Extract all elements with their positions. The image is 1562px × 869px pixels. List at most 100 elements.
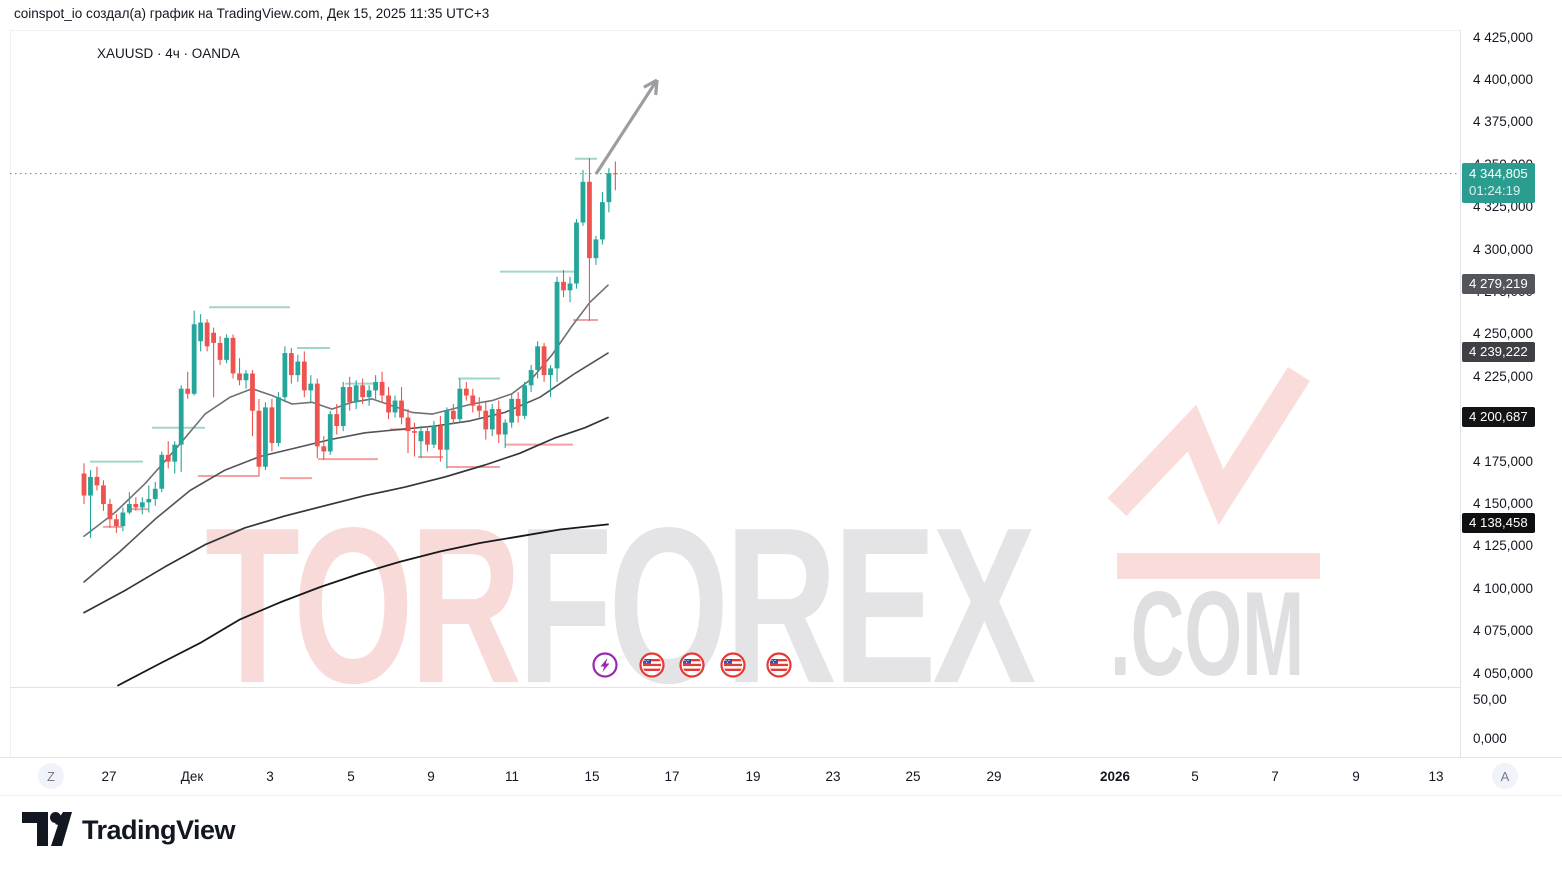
time-tick-label: 3 [266, 769, 274, 784]
candle-body [282, 353, 288, 398]
candle-body [120, 512, 126, 527]
candle-body [230, 337, 236, 374]
time-tick-label: 13 [1428, 769, 1444, 784]
current-price-badge: 4 344,805 01:24:19 [1462, 162, 1535, 204]
candle-body [172, 444, 178, 462]
candle-body [295, 361, 301, 376]
sub-pane-separator[interactable] [10, 687, 1460, 688]
ma-value-badge: 4 200,687 [1462, 407, 1535, 428]
candle-body [360, 385, 366, 398]
candle-body [438, 426, 443, 450]
candle-body [548, 368, 553, 376]
event-us-flag-icon[interactable] [679, 652, 705, 678]
candle-body [243, 373, 249, 381]
candle-body [314, 383, 320, 447]
price-tick-label: 4 225,000 [1473, 368, 1534, 384]
candle-body [139, 502, 145, 508]
time-axis-right-button[interactable]: A [1492, 763, 1518, 789]
candle-body [600, 202, 605, 240]
candle-body [353, 385, 359, 403]
candle-body [463, 388, 469, 396]
candle-body [405, 417, 411, 432]
projection-arrow-head [643, 78, 658, 89]
candle-body [107, 504, 113, 520]
price-tick-label: 4 100,000 [1473, 580, 1534, 596]
event-us-flag-icon[interactable] [639, 652, 665, 678]
candle-body [379, 381, 385, 396]
candle-body [554, 281, 560, 369]
candle-body [580, 181, 586, 223]
projection-arrow[interactable] [594, 79, 659, 175]
candle-body [528, 370, 534, 386]
candle-body [431, 426, 437, 445]
time-tick-label: 29 [986, 769, 1002, 784]
candle-body [574, 222, 579, 284]
candle-body [489, 409, 495, 430]
candle-body [327, 414, 333, 452]
watermark-underline [1117, 553, 1320, 579]
candle-body [146, 498, 152, 503]
watermark-text: TORFOREX [205, 482, 1035, 730]
candle-body [515, 398, 521, 416]
bar-countdown: 01:24:19 [1469, 183, 1521, 199]
candle-body [476, 405, 482, 411]
candle-body [444, 410, 450, 450]
price-tick-label: 4 400,000 [1473, 72, 1534, 88]
attribution-text: coinspot_io создал(а) график на TradingV… [14, 6, 490, 21]
indicator-tick-label: 50,00 [1473, 692, 1507, 707]
price-tick-label: 4 150,000 [1473, 496, 1534, 512]
time-tick-label: 5 [347, 769, 355, 784]
time-tick-label: 15 [584, 769, 600, 784]
candle-body [250, 373, 255, 411]
ma-slowest [117, 523, 609, 687]
watermark-arrow [1107, 367, 1310, 525]
candle-body [152, 488, 158, 499]
candle-body [133, 504, 139, 508]
price-tick-label: 4 075,000 [1473, 623, 1534, 639]
price-axis-separator[interactable] [1460, 30, 1461, 757]
time-tick-label: 17 [664, 769, 680, 784]
candle-body [347, 387, 353, 403]
event-us-flag-icon[interactable] [766, 652, 792, 678]
candle-body [101, 485, 106, 505]
candle-body [522, 385, 528, 416]
candle-body [88, 476, 93, 496]
time-axis-bottom-border [0, 795, 1562, 796]
candle-body [593, 239, 599, 259]
candle-body [211, 332, 216, 343]
candle-body [276, 397, 281, 443]
event-us-flag-icon[interactable] [720, 652, 746, 678]
time-tick-label: 7 [1271, 769, 1279, 784]
candle-body [483, 410, 489, 430]
time-tick-label: 5 [1191, 769, 1199, 784]
ma-slow [83, 416, 609, 614]
event-lightning-icon[interactable] [592, 652, 618, 678]
time-tick-label: 19 [745, 769, 761, 784]
candle-body [561, 281, 566, 291]
candle-body [204, 322, 210, 347]
time-tick-label: 11 [504, 769, 520, 784]
candle-body [263, 407, 268, 467]
candle-body [450, 410, 456, 420]
candle-body [340, 387, 346, 427]
candle-body [269, 407, 275, 443]
candle-body [301, 361, 307, 391]
watermark-com-text: .COM [1110, 568, 1304, 701]
time-tick-label: 2026 [1099, 769, 1131, 784]
ma-value-badge: 4 239,222 [1462, 341, 1535, 362]
projection-arrow-head [654, 79, 659, 96]
candle-body [224, 337, 229, 360]
pane-top-border [10, 30, 1460, 31]
candle-body [198, 322, 204, 342]
candle-body [399, 400, 404, 418]
symbol-legend[interactable]: XAUUSD · 4ч · OANDA [97, 46, 240, 61]
candle-body [308, 383, 314, 391]
price-tick-label: 4 175,000 [1473, 453, 1534, 469]
candle-body [178, 388, 184, 445]
time-tick-label: 9 [1352, 769, 1360, 784]
time-axis-left-button[interactable]: Z [38, 763, 64, 789]
price-tick-label: 4 125,000 [1473, 538, 1534, 554]
candle-body [567, 283, 573, 291]
candle-body [185, 388, 191, 394]
